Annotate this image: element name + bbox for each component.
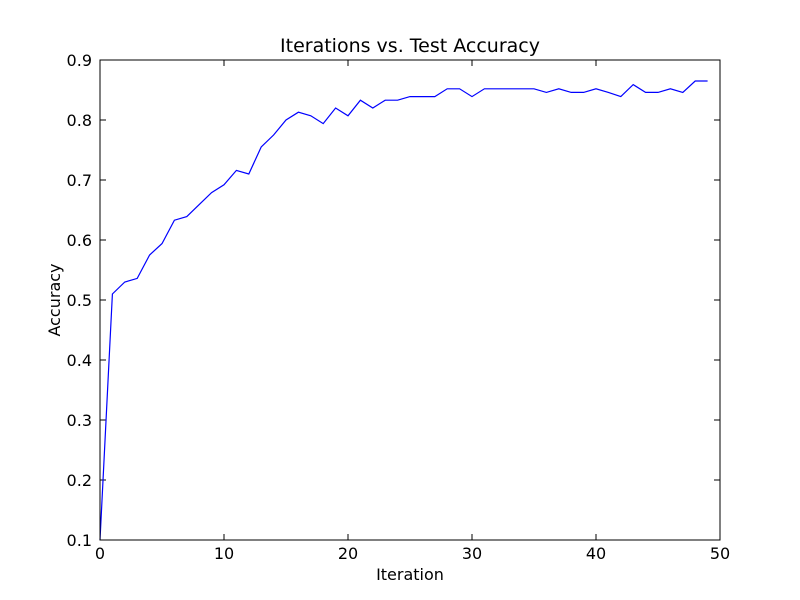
plot-frame [99,59,721,541]
y-axis-title: Accuracy [45,263,64,336]
x-axis-title: Iteration [376,565,444,584]
y-tick-label: 0.2 [67,471,92,490]
y-tick-label: 0.1 [67,531,92,550]
y-tick-label: 0.4 [67,351,92,370]
x-tick-label: 10 [214,544,234,563]
y-tick-label: 0.7 [67,171,92,190]
x-tick-label: 40 [586,544,606,563]
accuracy-series-line [99,80,708,541]
tick-labels: 0 10 20 30 40 50 0.1 0.2 0.3 0.4 0.5 0.6 0.7 0.8 0.9 [67,51,731,563]
y-tick-label: 0.6 [67,231,92,250]
y-tick-label: 0.3 [67,411,92,430]
y-tick-label: 0.5 [67,291,92,310]
x-tick-label: 0 [95,544,105,563]
y-tick-label: 0.8 [67,111,92,130]
y-tick-label: 0.9 [67,51,92,70]
chart-title: Iterations vs. Test Accuracy [280,35,540,57]
x-tick-label: 30 [462,544,482,563]
x-tick-label: 50 [710,544,730,563]
plot-background [100,60,720,540]
x-tick-label: 20 [338,544,358,563]
